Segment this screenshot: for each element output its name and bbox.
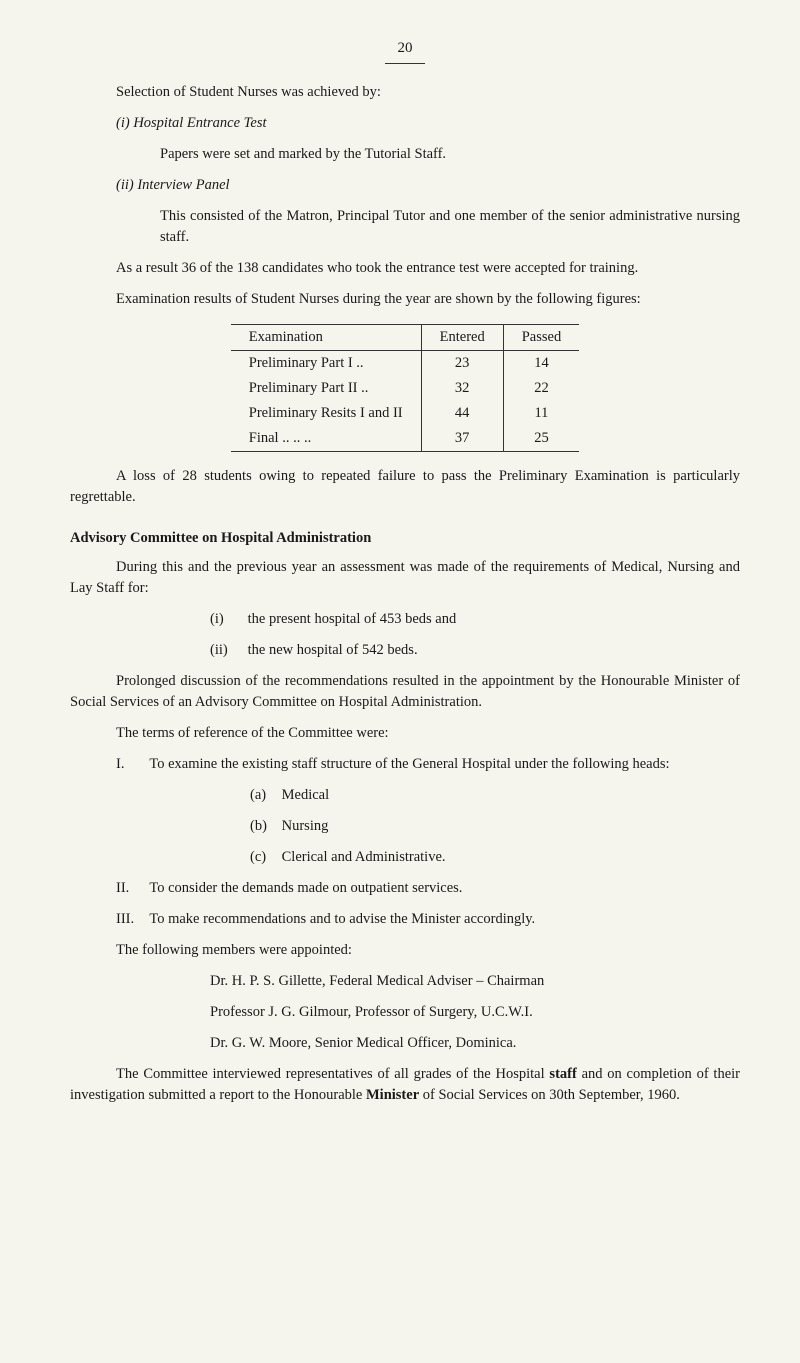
cell: 32	[421, 376, 503, 401]
cell: Preliminary Part II ..	[231, 376, 421, 401]
section-heading: Advisory Committee on Hospital Administr…	[70, 530, 740, 547]
paragraph: The terms of reference of the Committee …	[70, 723, 740, 744]
text: the new hospital of 542 beds.	[248, 642, 418, 658]
term-item: I. To examine the existing staff structu…	[70, 754, 740, 775]
bold-text: Minister	[366, 1087, 419, 1103]
cell: 44	[421, 401, 503, 426]
marker: III.	[116, 909, 146, 930]
term-item: II. To consider the demands made on outp…	[70, 878, 740, 899]
marker: (ii)	[116, 177, 134, 193]
cell: 25	[503, 426, 579, 452]
item-title: Hospital Entrance Test	[133, 115, 266, 131]
paragraph: The following members were appointed:	[70, 940, 740, 961]
text: Clerical and Administrative.	[282, 849, 446, 865]
table-header-row: Examination Entered Passed	[231, 325, 579, 351]
bold-text: staff	[549, 1066, 576, 1082]
member: Professor J. G. Gilmour, Professor of Su…	[70, 1002, 740, 1023]
cell: 23	[421, 351, 503, 377]
examination-table: Examination Entered Passed Preliminary P…	[231, 324, 579, 452]
paragraph: As a result 36 of the 138 candidates who…	[70, 258, 740, 279]
text: To make recommendations and to advise th…	[149, 911, 535, 927]
cell: 37	[421, 426, 503, 452]
text: the present hospital of 453 beds and	[248, 611, 457, 627]
marker: (a)	[250, 785, 278, 806]
text: To consider the demands made on outpatie…	[149, 880, 462, 896]
term-item: III. To make recommendations and to advi…	[70, 909, 740, 930]
text: Medical	[282, 787, 330, 803]
head-item: (c) Clerical and Administrative.	[70, 847, 740, 868]
marker: (i)	[210, 609, 244, 630]
paragraph: Prolonged discussion of the recommendati…	[70, 671, 740, 713]
head-item: (a) Medical	[70, 785, 740, 806]
page-number: 20	[385, 40, 425, 64]
table-row: Preliminary Part I .. 23 14	[231, 351, 579, 377]
cell: Preliminary Part I ..	[231, 351, 421, 377]
text: The Committee interviewed representative…	[116, 1066, 549, 1082]
text: To examine the existing staff structure …	[149, 756, 669, 772]
member: Dr. H. P. S. Gillette, Federal Medical A…	[70, 971, 740, 992]
marker: I.	[116, 754, 146, 775]
sub-item: (i) the present hospital of 453 beds and	[70, 609, 740, 630]
paragraph: Examination results of Student Nurses du…	[70, 289, 740, 310]
cell: 14	[503, 351, 579, 377]
head-item: (b) Nursing	[70, 816, 740, 837]
item-title: Interview Panel	[137, 177, 229, 193]
marker: (c)	[250, 847, 278, 868]
cell: 11	[503, 401, 579, 426]
text: Nursing	[282, 818, 329, 834]
table-row: Final .. .. .. 37 25	[231, 426, 579, 452]
table-row: Preliminary Part II .. 32 22	[231, 376, 579, 401]
table-row: Preliminary Resits I and II 44 11	[231, 401, 579, 426]
item-body: This consisted of the Matron, Principal …	[70, 206, 740, 248]
marker: II.	[116, 878, 146, 899]
col-header: Examination	[231, 325, 421, 351]
cell: Preliminary Resits I and II	[231, 401, 421, 426]
list-item-i: (i) Hospital Entrance Test	[70, 113, 740, 134]
member: Dr. G. W. Moore, Senior Medical Officer,…	[70, 1033, 740, 1054]
list-item-ii: (ii) Interview Panel	[70, 175, 740, 196]
cell: 22	[503, 376, 579, 401]
paragraph: The Committee interviewed representative…	[70, 1064, 740, 1106]
marker: (ii)	[210, 640, 244, 661]
paragraph: A loss of 28 students owing to repeated …	[70, 466, 740, 508]
marker: (b)	[250, 816, 278, 837]
col-header: Passed	[503, 325, 579, 351]
text: of Social Services on 30th September, 19…	[419, 1087, 680, 1103]
sub-item: (ii) the new hospital of 542 beds.	[70, 640, 740, 661]
document-page: 20 Selection of Student Nurses was achie…	[0, 0, 800, 1166]
paragraph: During this and the previous year an ass…	[70, 557, 740, 599]
item-body: Papers were set and marked by the Tutori…	[70, 144, 740, 165]
paragraph: Selection of Student Nurses was achieved…	[70, 82, 740, 103]
cell: Final .. .. ..	[231, 426, 421, 452]
col-header: Entered	[421, 325, 503, 351]
marker: (i)	[116, 115, 130, 131]
